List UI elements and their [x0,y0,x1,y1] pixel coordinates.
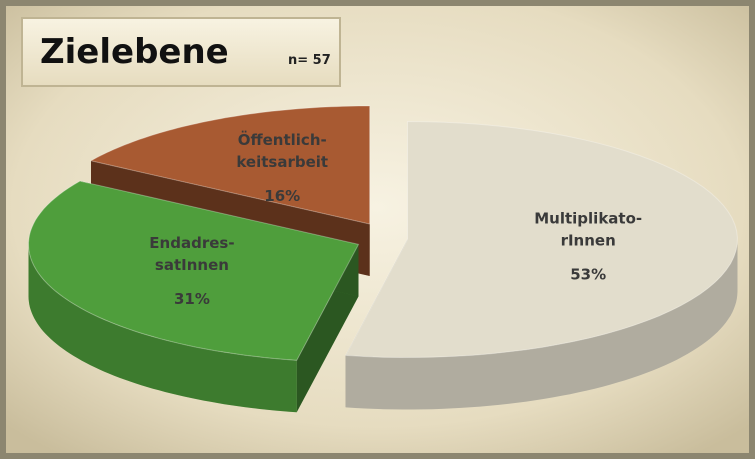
slice [27,180,360,361]
slice [89,105,371,225]
slice-wall-shade [345,239,738,410]
slice-label: Öffentlich-keitsarbeit [236,130,328,171]
slice-label-line: Endadres- [149,234,234,252]
slice [344,120,738,410]
value-label: 16% [264,187,300,205]
pie: Multiplikato-rInnen 53% Endadres-satInnen 3… [27,105,738,413]
slice-wall-shade [28,244,297,413]
slice-wall [345,239,738,410]
value-label: 31% [174,290,210,308]
slice-label-line: rInnen [561,232,616,250]
slice-label: Multiplikato-rInnen [534,210,642,250]
slice-label-line: Öffentlich- [238,130,327,149]
slice-label-line: satInnen [155,256,229,274]
slice-label-line: Multiplikato- [534,210,642,228]
value-label: 53% [570,266,606,284]
slice [344,120,738,359]
chart-subtitle: n= 57 [288,53,331,68]
slice [27,180,360,413]
slice-wall [28,244,297,413]
chart-title: Zielebene [40,32,229,72]
title-box [21,17,341,87]
slice-label-line: keitsarbeit [236,153,328,171]
slice-label: Endadres-satInnen [149,234,234,274]
